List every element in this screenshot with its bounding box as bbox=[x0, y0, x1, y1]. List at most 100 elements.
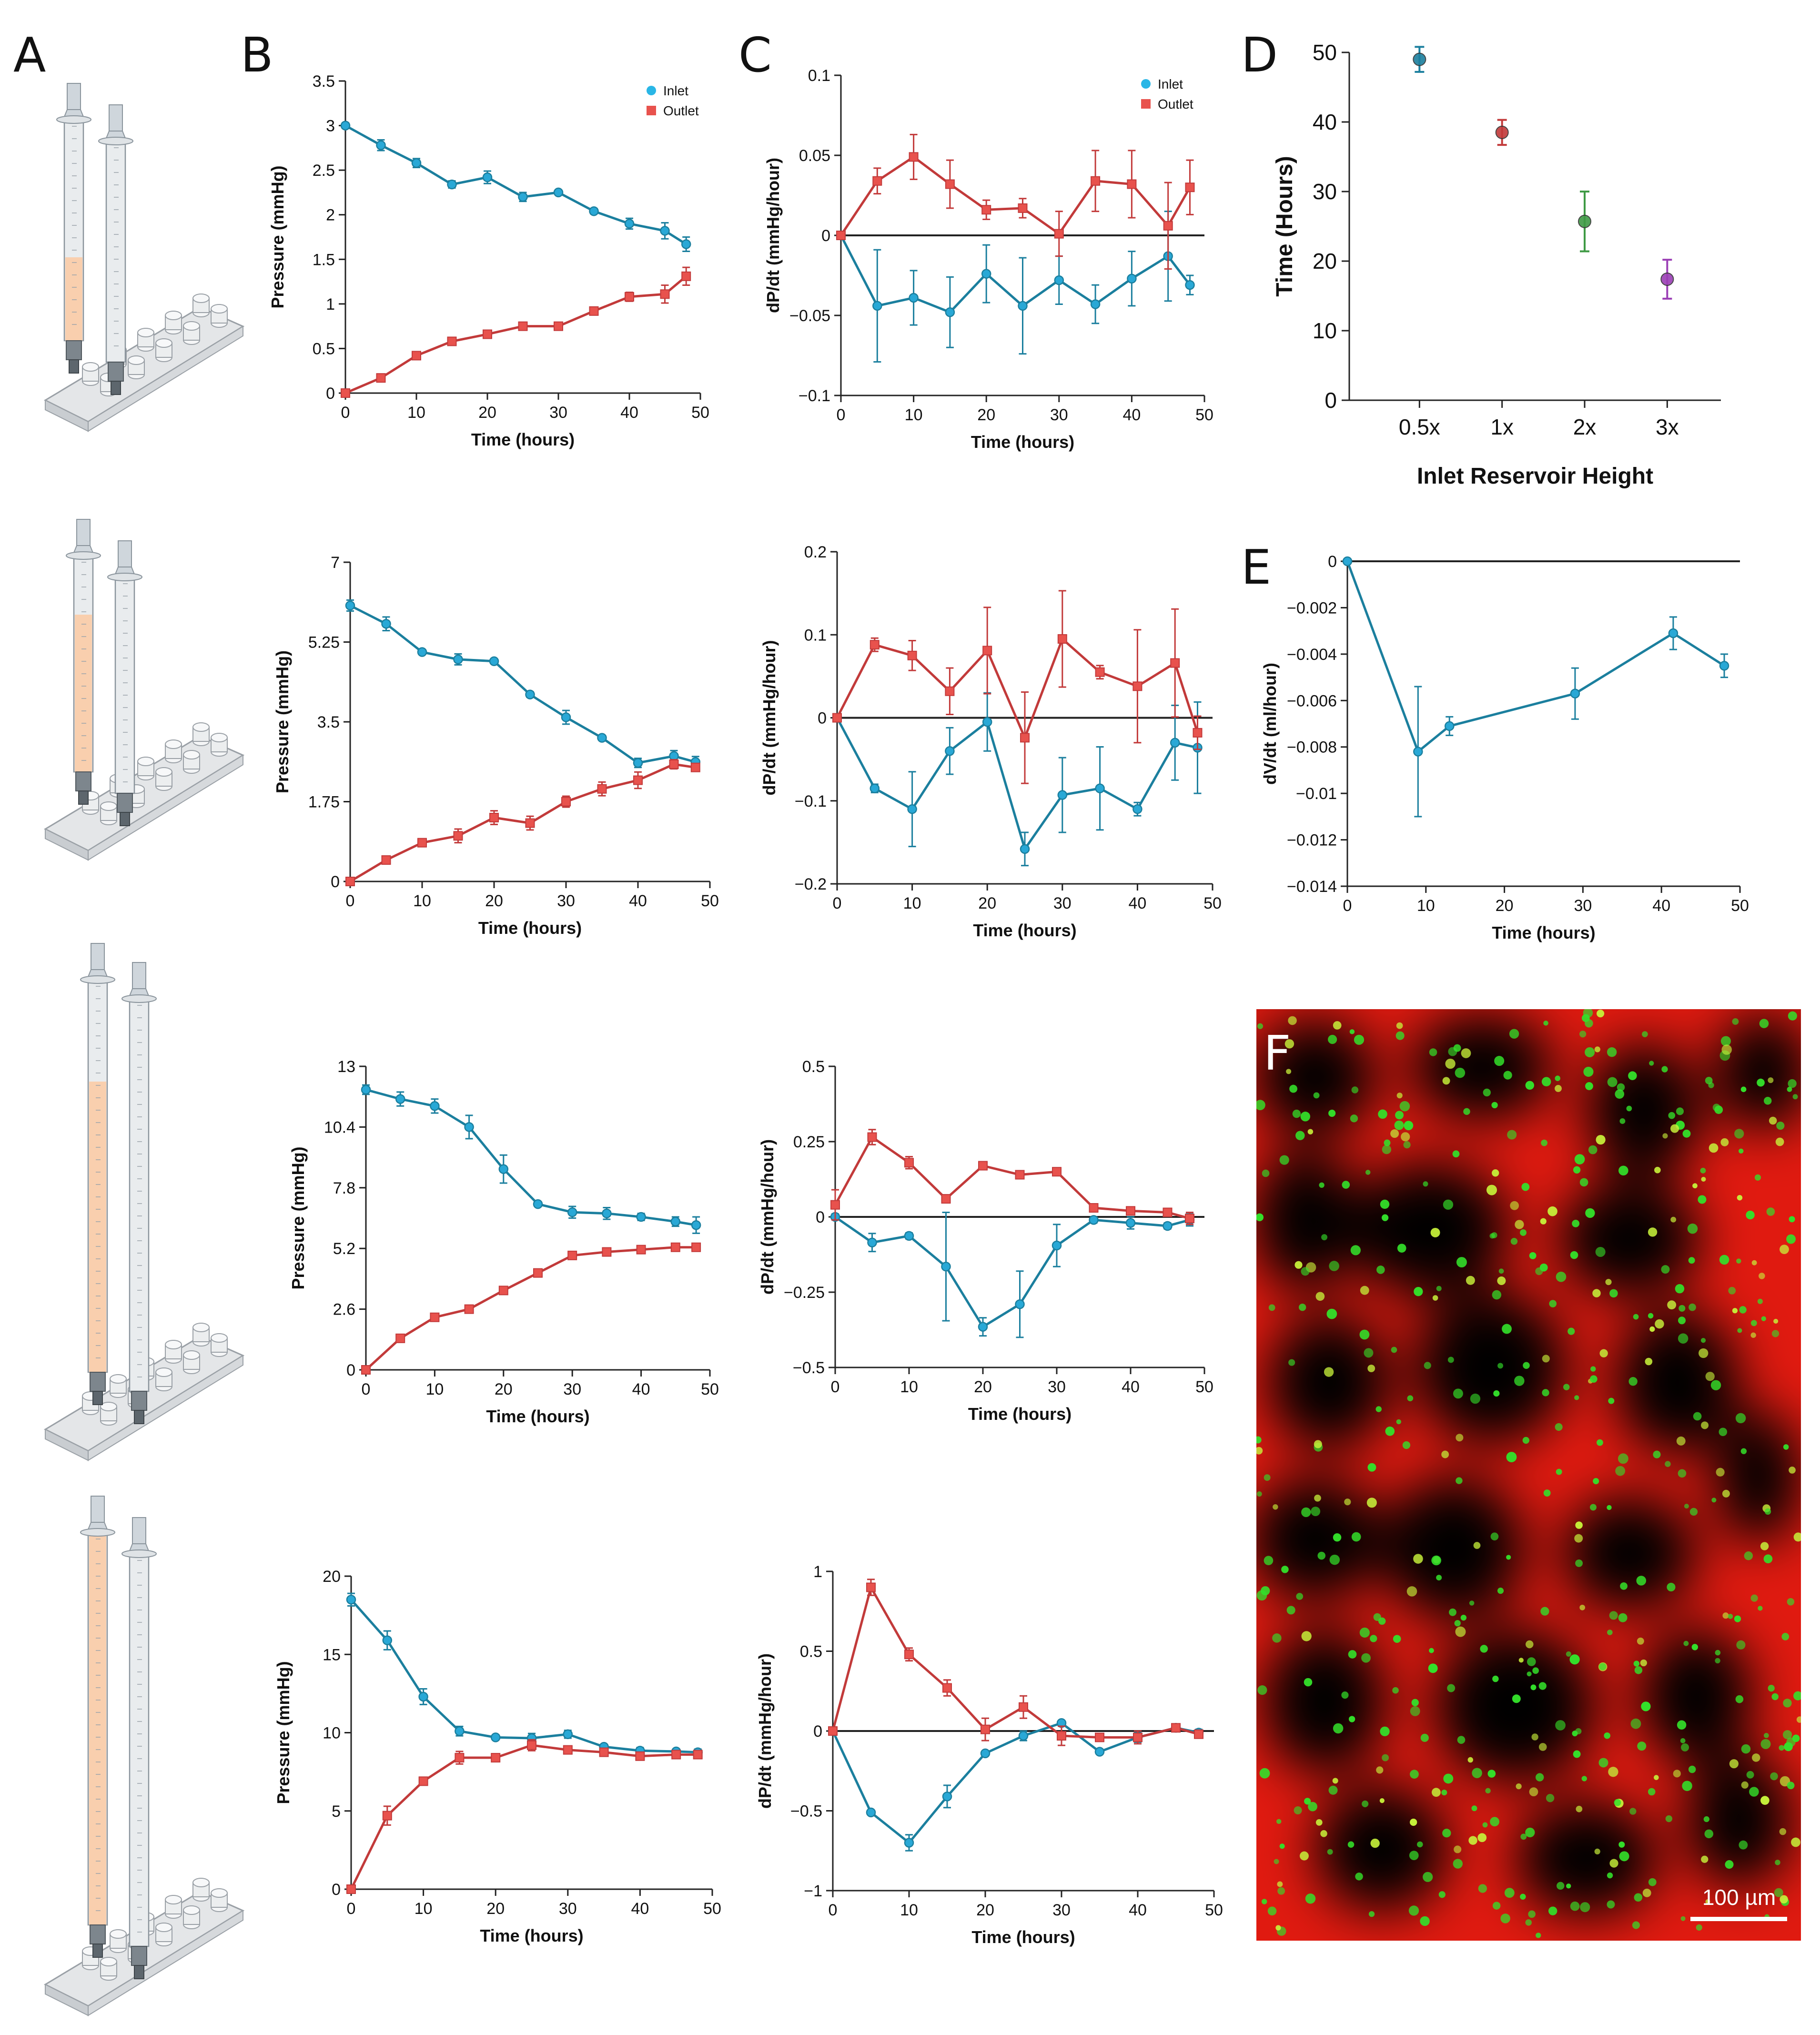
well-rim bbox=[155, 1367, 172, 1377]
c3-outlet-point bbox=[830, 1200, 840, 1210]
cell bbox=[1593, 1478, 1599, 1485]
cell bbox=[1789, 1216, 1795, 1223]
cell bbox=[1688, 1257, 1695, 1264]
cell bbox=[1736, 1640, 1746, 1650]
reservoir-setup-3 bbox=[43, 943, 245, 1461]
pore bbox=[1639, 1630, 1753, 1763]
cell bbox=[1256, 1491, 1262, 1497]
b1-y-tick-label: 3 bbox=[326, 117, 335, 135]
pore bbox=[1587, 1043, 1701, 1177]
cell bbox=[1455, 1067, 1466, 1078]
b2-x-tick-label: 50 bbox=[701, 892, 719, 910]
cell bbox=[1700, 1167, 1706, 1174]
reservoir-flange bbox=[66, 551, 101, 560]
cell bbox=[1693, 1412, 1702, 1421]
c3-outlet-point bbox=[1163, 1207, 1173, 1217]
cell bbox=[1535, 1267, 1543, 1276]
e-series-point bbox=[1342, 556, 1353, 567]
cell bbox=[1701, 1176, 1706, 1182]
cell bbox=[1594, 1046, 1600, 1053]
cell bbox=[1734, 1615, 1741, 1622]
reservoir-connector bbox=[108, 362, 124, 382]
cell bbox=[1618, 1453, 1628, 1464]
b2-inlet-point bbox=[453, 654, 463, 665]
cell bbox=[1653, 1450, 1661, 1458]
cell bbox=[1771, 1330, 1780, 1337]
c2-outlet-point bbox=[982, 646, 992, 656]
cell bbox=[1531, 1733, 1538, 1741]
cell bbox=[1463, 1108, 1470, 1115]
b4-outlet-point bbox=[599, 1747, 609, 1757]
cell bbox=[1396, 1022, 1403, 1029]
b3-inlet-point bbox=[361, 1084, 371, 1095]
cell bbox=[1320, 1830, 1327, 1837]
cell bbox=[1365, 1170, 1371, 1175]
e-series-point bbox=[1719, 660, 1729, 671]
c2-outlet-point bbox=[945, 686, 955, 696]
c1-outlet-point bbox=[1163, 221, 1173, 231]
cell bbox=[1773, 1318, 1779, 1324]
cell bbox=[1370, 1838, 1380, 1848]
cell bbox=[1789, 1467, 1796, 1474]
cell bbox=[1456, 1434, 1464, 1442]
cell bbox=[1494, 1056, 1505, 1066]
cell bbox=[1750, 1594, 1758, 1602]
cell bbox=[1542, 1355, 1550, 1363]
cell bbox=[1770, 1772, 1778, 1781]
c3-y-tick-label: −0.25 bbox=[784, 1284, 825, 1302]
cell bbox=[1737, 1328, 1742, 1333]
cell bbox=[1759, 1019, 1769, 1028]
reservoir-barrel bbox=[114, 573, 135, 794]
e-y-tick-label: −0.01 bbox=[1296, 785, 1337, 803]
cell bbox=[1696, 1924, 1702, 1931]
d-x-tick-label: 1x bbox=[1490, 415, 1514, 439]
b3-outlet-point bbox=[691, 1242, 701, 1252]
cell bbox=[1740, 1448, 1747, 1454]
cell bbox=[1267, 1906, 1277, 1916]
cell bbox=[1257, 1685, 1267, 1695]
cell bbox=[1315, 1292, 1325, 1301]
e-x-tick-label: 10 bbox=[1417, 897, 1435, 915]
c4-outlet-line bbox=[831, 1584, 1199, 1739]
cell bbox=[1768, 1685, 1775, 1692]
cell bbox=[1431, 1788, 1441, 1797]
cell bbox=[1655, 1319, 1664, 1329]
b2-outlet-point bbox=[417, 838, 427, 848]
well-rim bbox=[211, 304, 228, 314]
d-x-axis-title: Inlet Reservoir Height bbox=[1417, 464, 1653, 489]
reservoir-flange bbox=[80, 975, 115, 984]
cell bbox=[1628, 1377, 1638, 1386]
cell bbox=[1583, 1009, 1593, 1018]
cell bbox=[1328, 1785, 1338, 1795]
cell bbox=[1574, 1154, 1585, 1164]
c4-inlet-point bbox=[980, 1748, 991, 1759]
cell bbox=[1423, 1181, 1428, 1187]
b1-outlet-point bbox=[483, 329, 492, 339]
reservoir-connector bbox=[131, 1946, 147, 1966]
cell bbox=[1538, 1682, 1547, 1690]
reservoir-fluid bbox=[65, 257, 82, 341]
cell bbox=[1410, 1818, 1417, 1826]
cell bbox=[1648, 1227, 1658, 1237]
cell bbox=[1413, 1554, 1423, 1564]
c1-outlet-point bbox=[1054, 229, 1064, 239]
chart-e-dvdt: 0 10 20 30 40 50 −0.014 −0.012 −0.01 −0.008 −0.006… bbox=[1260, 553, 1749, 942]
cell bbox=[1599, 1663, 1607, 1671]
c2-series-outlet bbox=[832, 590, 1203, 784]
c4-outlet-point bbox=[1133, 1732, 1143, 1742]
c2-inlet-point bbox=[1170, 738, 1180, 748]
cell bbox=[1543, 1021, 1548, 1026]
cell bbox=[1536, 1773, 1544, 1782]
cell bbox=[1648, 1313, 1654, 1319]
cell bbox=[1764, 1508, 1771, 1515]
cell bbox=[1538, 1743, 1547, 1751]
well-rim bbox=[155, 767, 172, 777]
cell bbox=[1453, 1388, 1463, 1399]
cell bbox=[1760, 1542, 1769, 1550]
cell bbox=[1305, 1893, 1316, 1904]
reservoir-flange bbox=[80, 1528, 115, 1537]
c2-y-tick-label: −0.1 bbox=[795, 792, 827, 810]
c3-outlet-point bbox=[941, 1194, 951, 1204]
b1-outlet-point bbox=[625, 292, 634, 302]
b3-inlet-point bbox=[602, 1208, 612, 1218]
